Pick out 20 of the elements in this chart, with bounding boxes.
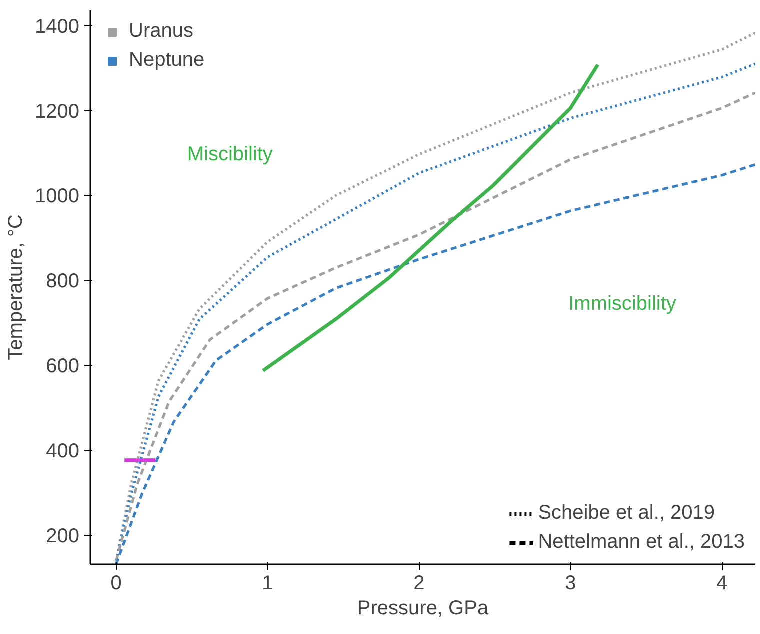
- y-axis-title: Temperature, °C: [5, 214, 28, 360]
- y-tick-label: 1200: [35, 100, 80, 123]
- x-tick-label: 0: [110, 572, 122, 594]
- y-tick-label: 200: [46, 526, 80, 548]
- x-tick-label: 1: [262, 572, 274, 594]
- x-tick-label: 3: [565, 572, 576, 594]
- y-tick-label: 600: [46, 356, 80, 378]
- y-tick-label: 800: [46, 270, 80, 293]
- annotation: Scheibe et al., 2019: [538, 502, 715, 525]
- x-axis-title: Pressure, GPa: [357, 598, 490, 620]
- legend-label: Uranus: [129, 20, 194, 43]
- y-tick-label: 400: [46, 440, 80, 463]
- annotation: Nettelmann et al., 2013: [538, 531, 745, 554]
- annotation: Immiscibility: [568, 293, 676, 316]
- y-tick-label: 1000: [35, 186, 80, 208]
- x-tick-label: 4: [716, 572, 728, 594]
- annotation: Miscibility: [187, 144, 273, 166]
- y-tick-label: 1400: [35, 16, 80, 38]
- legend-label: Neptune: [129, 49, 205, 72]
- x-tick-label: 2: [414, 572, 425, 594]
